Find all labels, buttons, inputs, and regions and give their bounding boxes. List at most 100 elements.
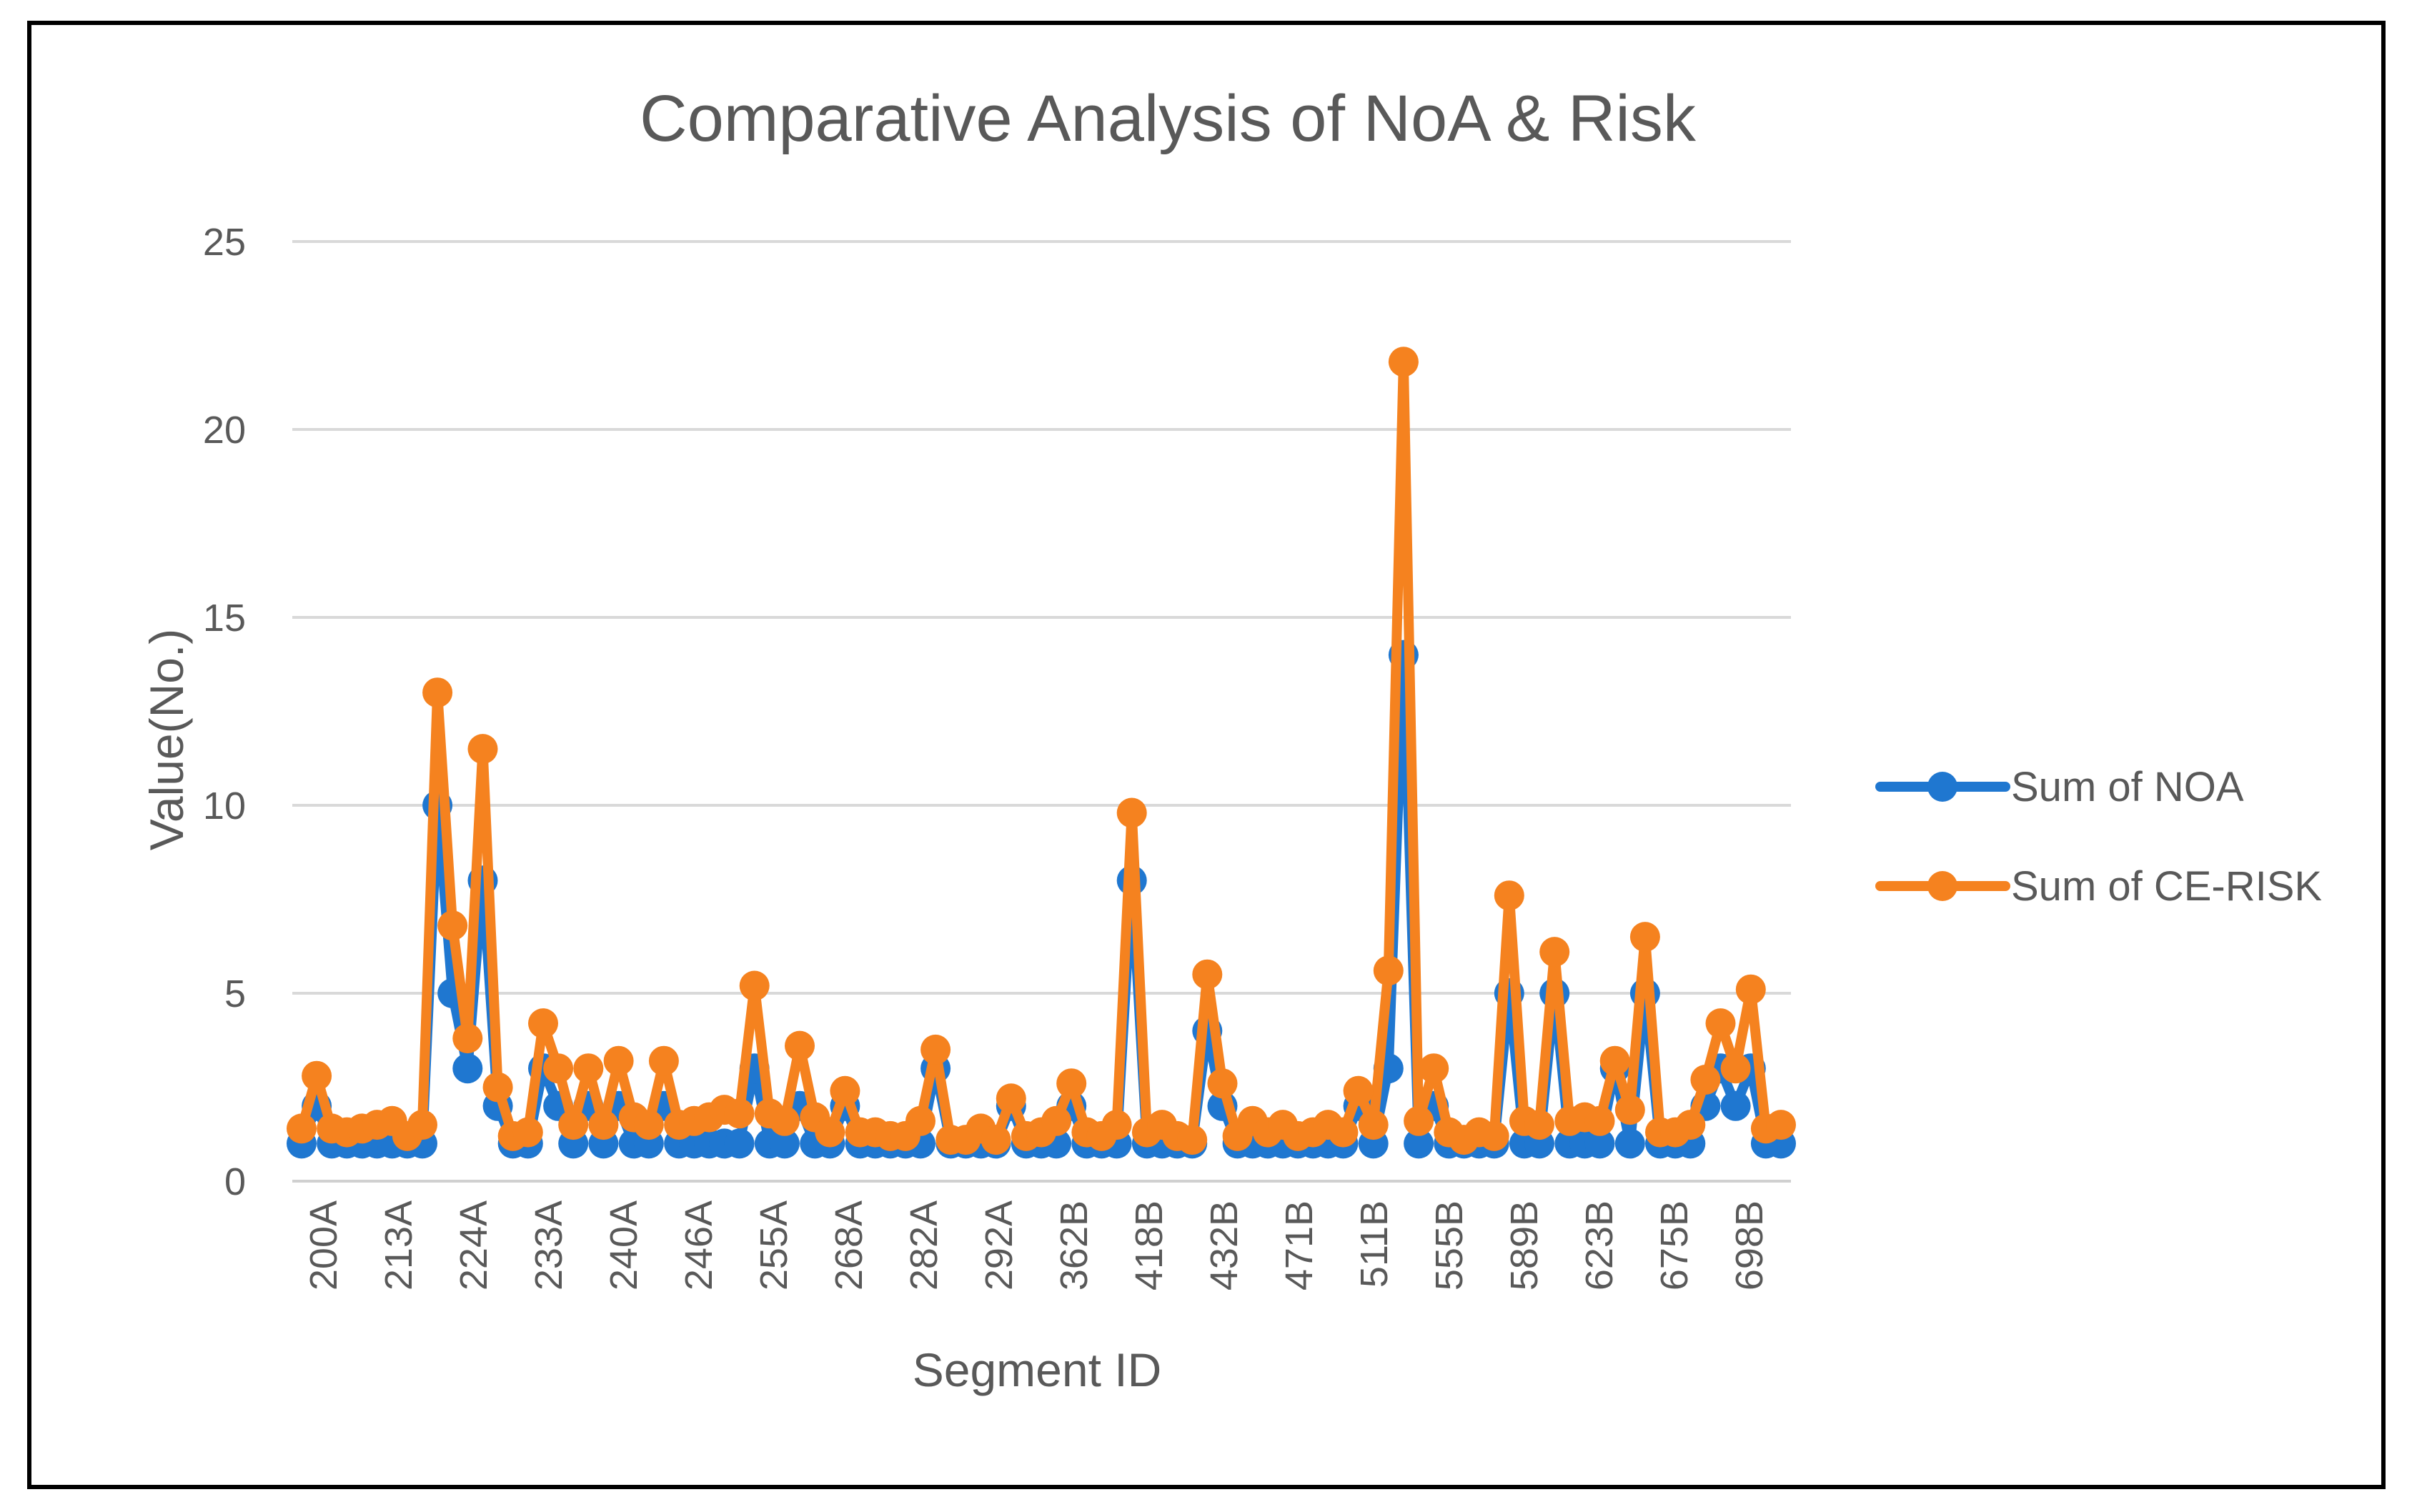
x-tick-label: 292A — [978, 1200, 1021, 1290]
legend-label-ce-risk: Sum of CE-RISK — [2011, 863, 2322, 910]
data-point[interactable] — [1494, 880, 1524, 911]
x-tick-label: 555B — [1428, 1200, 1471, 1290]
x-axis-label: Segment ID — [913, 1343, 1162, 1396]
line-chart: Comparative Analysis of NoA & Risk 0 5 10 1… — [140, 82, 2322, 1396]
data-point[interactable] — [1116, 797, 1147, 828]
data-point[interactable] — [830, 1075, 860, 1106]
data-point[interactable] — [996, 1083, 1026, 1114]
legend-item-noa[interactable]: Sum of NOA — [1875, 764, 2244, 810]
data-point[interactable] — [920, 1034, 951, 1065]
data-point[interactable] — [422, 677, 453, 708]
y-tick-label: 15 — [203, 597, 246, 640]
data-point[interactable] — [1735, 974, 1766, 1005]
data-point[interactable] — [648, 1045, 679, 1076]
data-point[interactable] — [1720, 1090, 1751, 1121]
legend-marker-ce-risk — [1927, 871, 1957, 901]
data-point[interactable] — [981, 1125, 1011, 1155]
series-line — [297, 650, 1786, 1149]
data-point[interactable] — [769, 1128, 800, 1159]
data-point[interactable] — [1614, 1128, 1645, 1159]
data-point[interactable] — [1041, 1105, 1072, 1136]
gridlines — [292, 240, 1791, 1183]
data-point[interactable] — [1479, 1120, 1509, 1151]
data-point[interactable] — [1599, 1045, 1630, 1076]
data-point[interactable] — [528, 1008, 558, 1039]
y-axis-label: Value(No.) — [140, 629, 193, 851]
data-point[interactable] — [543, 1053, 574, 1084]
x-tick-label: 233A — [527, 1200, 570, 1290]
x-tick-label: 224A — [452, 1200, 495, 1290]
data-point[interactable] — [724, 1128, 755, 1159]
data-point[interactable] — [1614, 1095, 1645, 1125]
data-point[interactable] — [512, 1117, 543, 1148]
data-point[interactable] — [1720, 1053, 1751, 1084]
data-point[interactable] — [815, 1117, 845, 1148]
data-point[interactable] — [287, 1113, 317, 1144]
y-tick-label: 10 — [203, 785, 246, 827]
data-point[interactable] — [1629, 922, 1660, 953]
x-tick-label: 589B — [1503, 1200, 1546, 1290]
x-tick-label: 246A — [678, 1200, 720, 1290]
legend-item-ce-risk[interactable]: Sum of CE-RISK — [1875, 863, 2322, 910]
data-point[interactable] — [603, 1045, 634, 1076]
x-tick-label: 511B — [1353, 1200, 1396, 1288]
data-point[interactable] — [1766, 1110, 1796, 1140]
y-tick-label: 0 — [224, 1160, 246, 1203]
data-point[interactable] — [558, 1110, 589, 1140]
data-point[interactable] — [437, 910, 468, 941]
x-tick-label: 432B — [1203, 1200, 1246, 1290]
x-tick-label: 675B — [1653, 1200, 1696, 1290]
data-point[interactable] — [1524, 1110, 1554, 1140]
data-point[interactable] — [1675, 1110, 1706, 1140]
data-point[interactable] — [785, 1030, 815, 1061]
data-point[interactable] — [1207, 1068, 1238, 1099]
chart-frame: Comparative Analysis of NoA & Risk 0 5 10 1… — [27, 21, 2386, 1489]
data-point[interactable] — [633, 1110, 664, 1140]
data-point[interactable] — [1584, 1105, 1615, 1136]
legend: Sum of NOA Sum of CE-RISK — [1875, 764, 2322, 910]
data-point[interactable] — [452, 1053, 483, 1084]
chart-title: Comparative Analysis of NoA & Risk — [640, 82, 1697, 155]
data-point[interactable] — [1328, 1117, 1359, 1148]
data-point[interactable] — [1584, 1128, 1615, 1159]
data-point[interactable] — [1101, 1110, 1132, 1140]
legend-label-noa: Sum of NOA — [2011, 764, 2244, 810]
x-tick-label: 471B — [1278, 1200, 1321, 1290]
data-point[interactable] — [452, 1023, 483, 1054]
data-point[interactable] — [739, 970, 770, 1001]
data-point[interactable] — [1705, 1008, 1736, 1039]
data-point[interactable] — [1177, 1125, 1208, 1155]
y-axis-ticks: 0 5 10 15 20 25 — [203, 221, 246, 1203]
legend-marker-noa — [1927, 772, 1957, 802]
data-point[interactable] — [905, 1105, 935, 1136]
x-tick-label: 200A — [302, 1200, 345, 1290]
data-point[interactable] — [467, 734, 498, 765]
x-tick-label: 255A — [753, 1200, 795, 1290]
data-point[interactable] — [769, 1105, 800, 1136]
data-point[interactable] — [302, 1060, 332, 1091]
data-point[interactable] — [1404, 1128, 1434, 1159]
x-tick-label: 268A — [828, 1200, 870, 1290]
data-point[interactable] — [724, 1098, 755, 1129]
data-point[interactable] — [1690, 1065, 1721, 1095]
data-point[interactable] — [1419, 1053, 1449, 1084]
data-point[interactable] — [1539, 937, 1570, 968]
x-axis-ticks: 200A 213A 224A 233A 240A 246A 255A 268A 282A 292A… — [302, 1200, 1771, 1290]
data-point[interactable] — [1388, 347, 1419, 377]
data-point[interactable] — [1192, 959, 1223, 990]
data-point[interactable] — [1056, 1068, 1087, 1099]
x-tick-label: 213A — [377, 1200, 420, 1290]
data-point[interactable] — [1404, 1105, 1434, 1136]
x-tick-label: 282A — [903, 1200, 946, 1290]
data-point[interactable] — [482, 1072, 513, 1103]
y-tick-label: 5 — [224, 973, 246, 1015]
y-tick-label: 25 — [203, 221, 246, 264]
data-point[interactable] — [1343, 1075, 1374, 1106]
data-point[interactable] — [407, 1110, 437, 1140]
data-point[interactable] — [1358, 1110, 1389, 1140]
data-point[interactable] — [573, 1053, 604, 1084]
data-point[interactable] — [588, 1110, 619, 1140]
data-point[interactable] — [1373, 955, 1404, 986]
x-tick-label: 362B — [1053, 1200, 1096, 1290]
y-tick-label: 20 — [203, 409, 246, 452]
